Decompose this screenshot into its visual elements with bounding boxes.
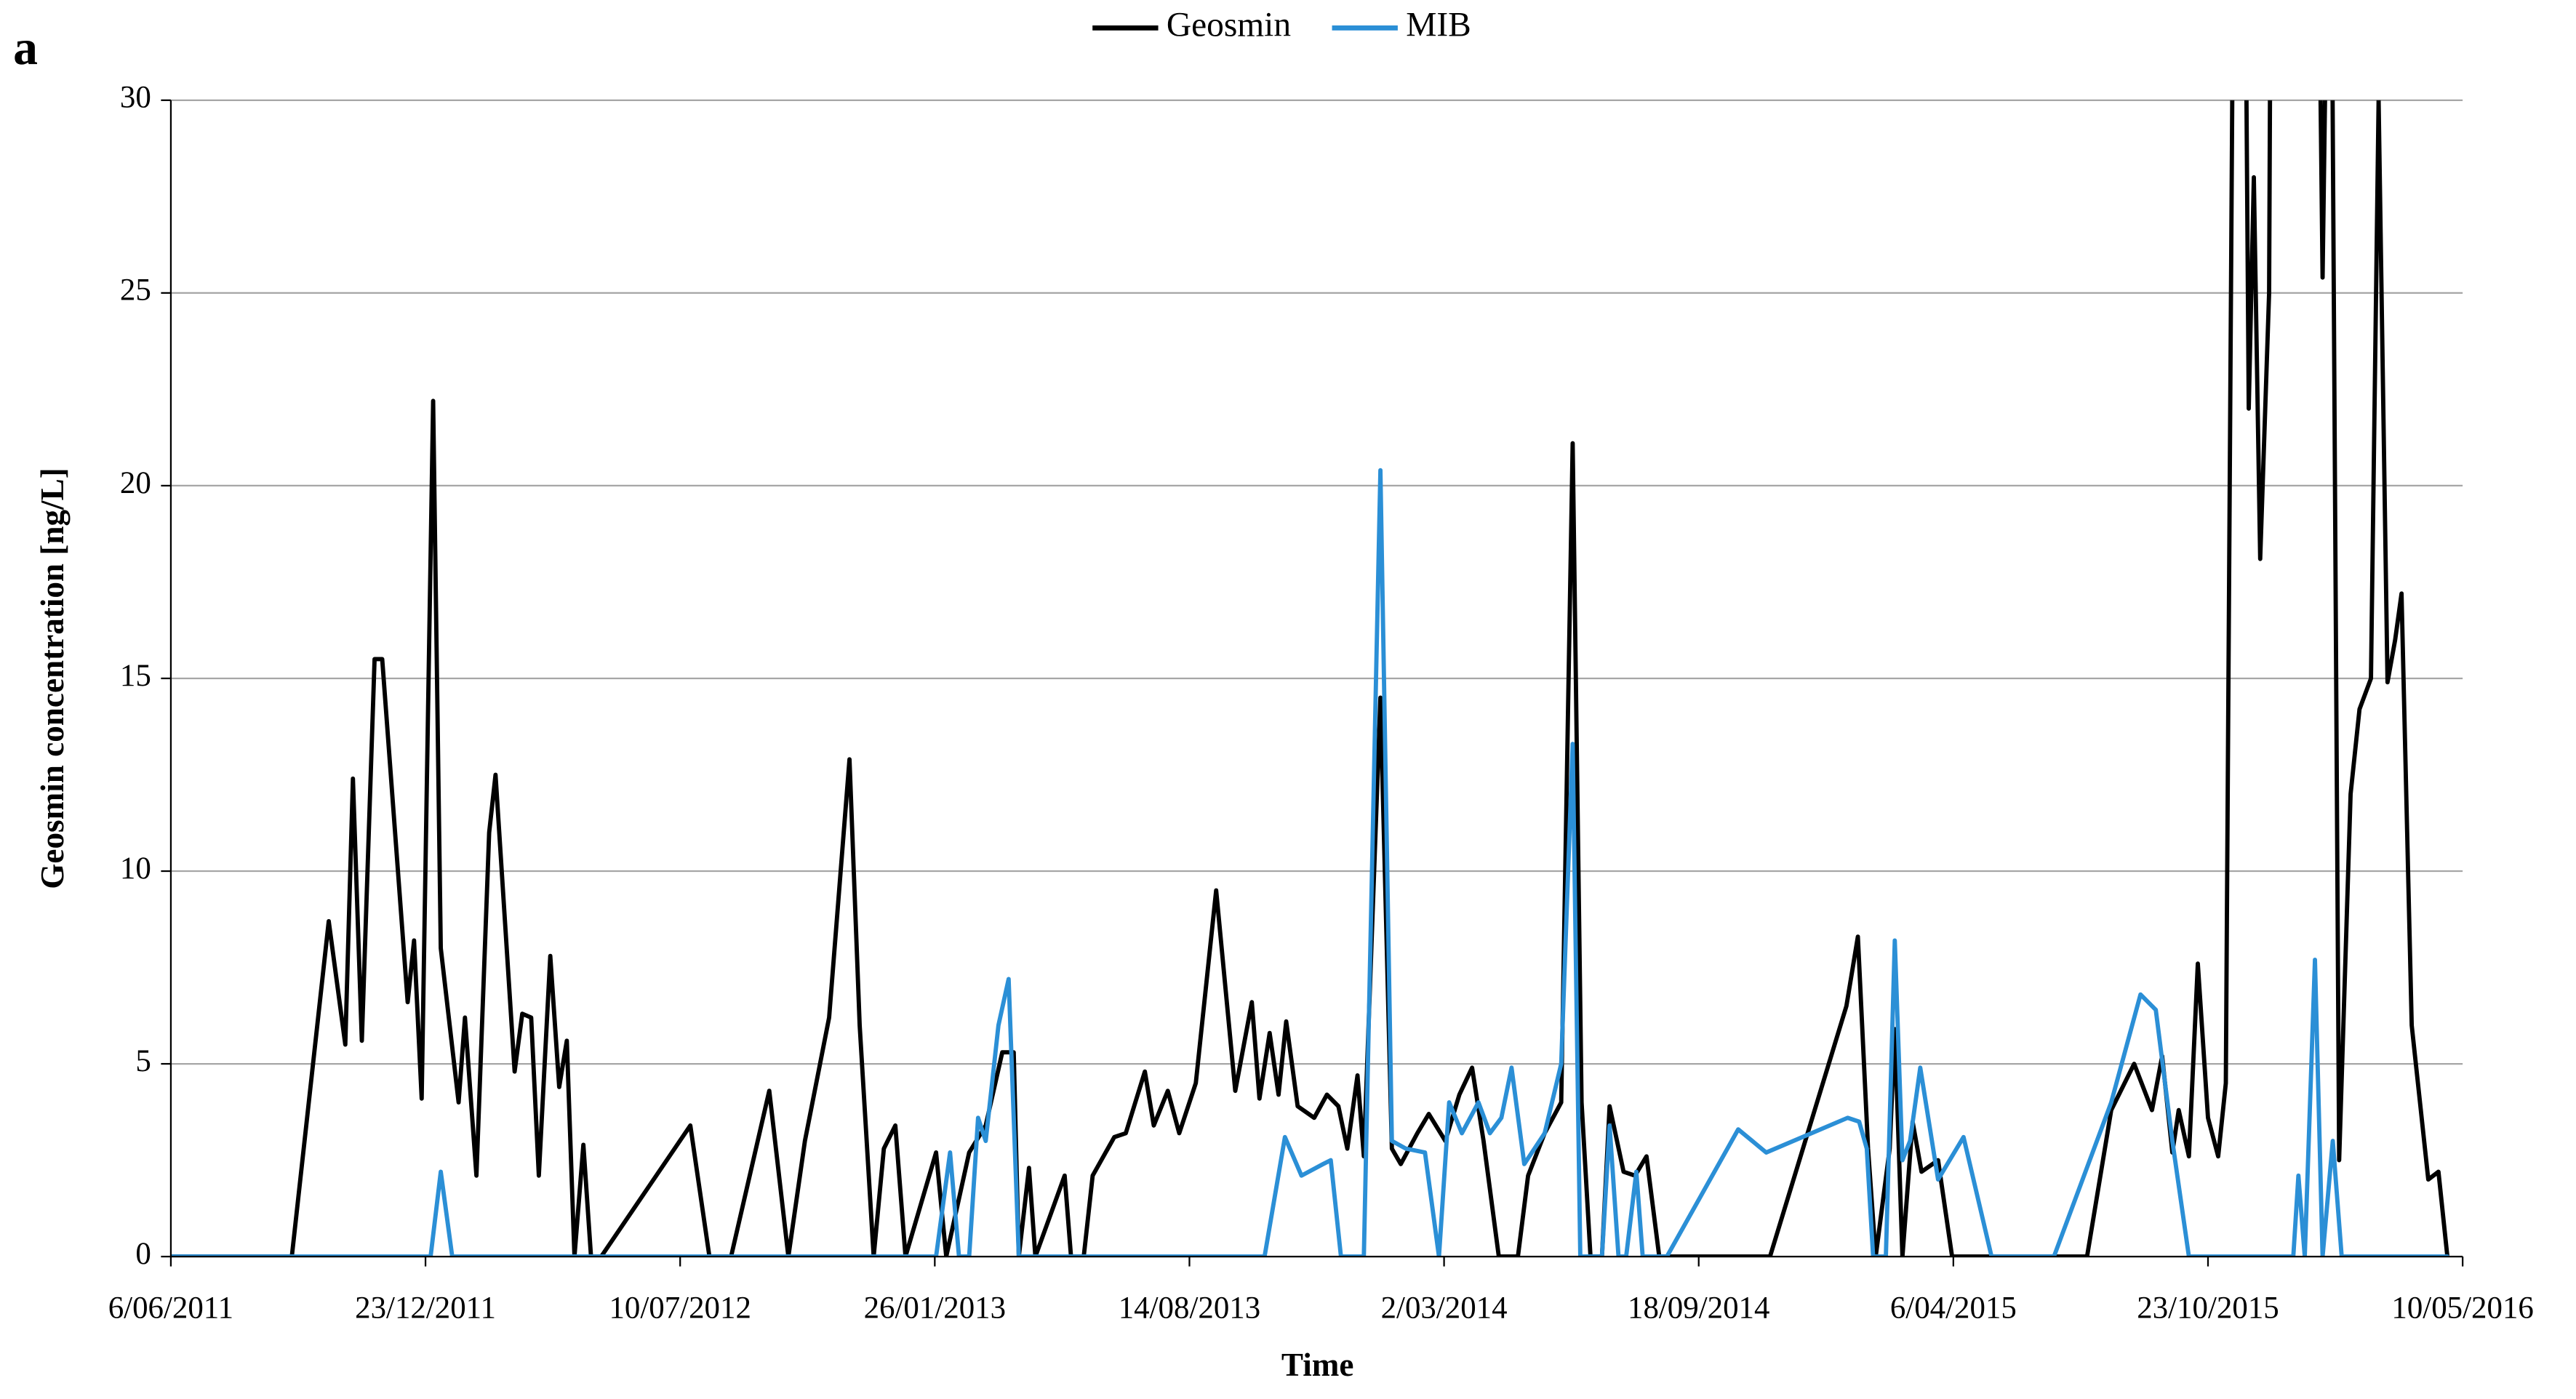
x-tick-label: 6/06/2011 <box>108 1291 233 1326</box>
x-axis-label: Time <box>1281 1347 1354 1383</box>
y-tick-label: 0 <box>135 1237 151 1271</box>
plot-area <box>170 100 2450 1257</box>
panel-label: a <box>13 20 38 75</box>
x-tick-label: 14/08/2013 <box>1119 1291 1260 1326</box>
y-tick-label: 10 <box>120 851 151 886</box>
series-line <box>170 468 2450 1257</box>
x-tick-label: 10/05/2016 <box>2391 1291 2533 1326</box>
y-tick-label: 20 <box>120 466 151 500</box>
y-tick-label: 5 <box>135 1044 151 1078</box>
series-line <box>170 100 2450 1257</box>
legend: Geosmin MIB <box>1092 6 1471 44</box>
x-tick-label: 6/04/2015 <box>1890 1291 2017 1326</box>
y-axis-label: Geosmin concentration [ng/L] <box>34 468 71 889</box>
x-tick-label: 2/03/2014 <box>1381 1291 1508 1326</box>
y-tick-label: 30 <box>120 81 151 115</box>
x-tick-label: 18/09/2014 <box>1628 1291 1769 1326</box>
x-tick-label: 10/07/2012 <box>609 1291 751 1326</box>
x-tick-label: 23/12/2011 <box>355 1291 496 1326</box>
legend-label: MIB <box>1406 6 1471 44</box>
y-tick-label: 15 <box>120 659 151 693</box>
y-tick-label: 25 <box>120 273 151 308</box>
grid <box>170 99 2463 1258</box>
x-tick-label: 26/01/2013 <box>864 1291 1006 1326</box>
x-tick-label: 23/10/2015 <box>2137 1291 2279 1326</box>
axes: 0 5 10 15 20 25 30 6/06/2011 23/12/2011 10/07/201… <box>108 81 2534 1326</box>
legend-label: Geosmin <box>1167 6 1291 44</box>
